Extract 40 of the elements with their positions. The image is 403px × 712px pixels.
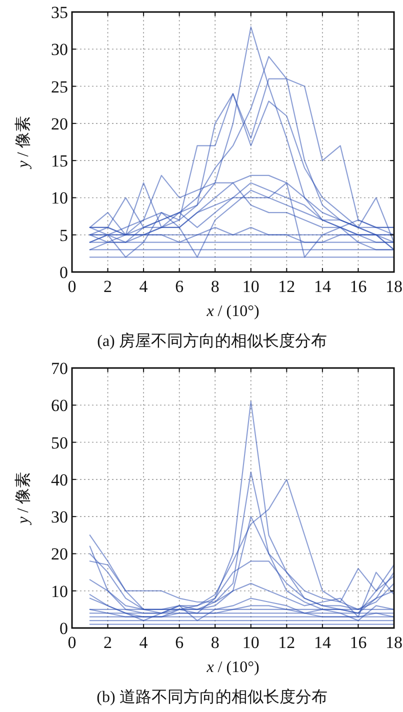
x-tick-label: 10 [242, 277, 260, 296]
x-tick-label: 8 [210, 633, 220, 652]
text: (a) 房屋不同方向的相似长度分布 [97, 332, 327, 350]
x-axis-title: x / (10°) [206, 303, 260, 320]
x-tick-label: 12 [278, 633, 296, 652]
x-tick-label: 6 [175, 277, 184, 296]
y-tick-label: 40 [51, 470, 68, 490]
y-axis-title: y / 像素 [14, 472, 32, 526]
x-tick-label: 18 [386, 633, 402, 652]
y-tick-label: 50 [51, 433, 68, 452]
y-tick-label: 10 [51, 188, 68, 208]
y-tick-label: 5 [60, 226, 68, 245]
x-tick-label: 2 [104, 633, 112, 652]
x-tick-label: 16 [350, 277, 367, 296]
x-tick-label: 6 [175, 633, 184, 652]
x-tick-label: 12 [278, 277, 296, 296]
x-tick-label: 2 [104, 277, 112, 296]
y-tick-label: 60 [51, 396, 68, 416]
y-tick-label: 10 [51, 582, 68, 601]
y-tick-label: 30 [51, 508, 68, 527]
y-tick-label: 35 [51, 3, 68, 22]
x-tick-label: 8 [210, 277, 220, 296]
y-tick-label: 0 [60, 619, 68, 638]
y-tick-label: 20 [51, 544, 68, 564]
y-tick-label: 30 [51, 40, 68, 60]
y-tick-label: 20 [51, 114, 68, 134]
y-tick-label: 15 [51, 152, 68, 171]
y-tick-label: 25 [51, 77, 68, 96]
x-tick-label: 14 [314, 277, 332, 296]
x-tick-label: 16 [350, 633, 367, 652]
x-tick-label: 4 [139, 277, 148, 296]
y-axis-title: y / 像素 [14, 116, 32, 170]
x-axis-title: x / (10°) [206, 659, 260, 676]
x-tick-label: 14 [314, 633, 332, 652]
y-tick-label: 70 [51, 359, 68, 378]
x-tick-label: 18 [386, 277, 402, 296]
y-tick-label: 0 [60, 263, 68, 282]
x-tick-label: 4 [139, 633, 148, 652]
x-tick-label: 10 [242, 633, 260, 652]
text: (b) 道路不同方向的相似长度分布 [96, 688, 328, 706]
